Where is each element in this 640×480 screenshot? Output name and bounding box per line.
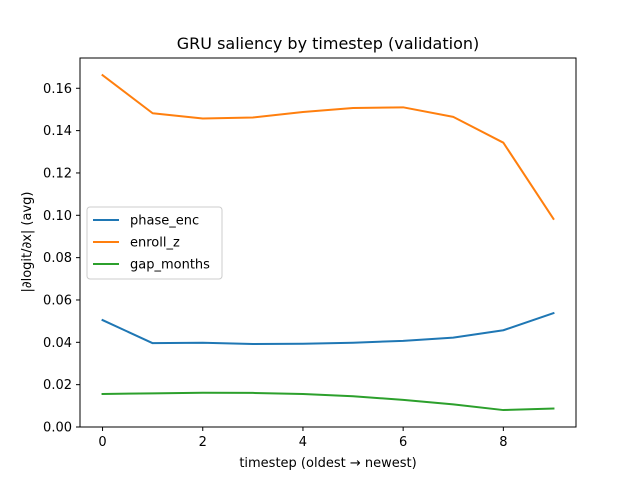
y-tick-label: 0.04 [43, 336, 72, 351]
x-tick-label: 2 [199, 435, 207, 450]
x-tick-label: 8 [499, 435, 507, 450]
x-axis-title: timestep (oldest → newest) [239, 456, 416, 471]
legend-label-gap_months: gap_months [130, 258, 210, 273]
legend: phase_enc enroll_z gap_months [86, 206, 223, 280]
series-group [101, 73, 555, 412]
series-line-gap_months [101, 391, 555, 412]
x-tick-label: 4 [299, 435, 307, 450]
y-tick-label: 0.12 [43, 166, 72, 181]
x-tick-label: 0 [98, 435, 106, 450]
plot-frame [79, 57, 577, 428]
legend-box [86, 206, 223, 280]
y-tick-label: 0.06 [43, 293, 72, 308]
x-tick-label: 6 [399, 435, 407, 450]
y-tick-label: 0.16 [43, 82, 72, 97]
x-axis-ticks: 0 2 4 6 8 [98, 427, 507, 450]
y-axis-ticks: 0.00 0.02 0.04 0.06 0.08 0.10 0.12 0.14 0.16 [43, 82, 80, 436]
y-tick-label: 0.14 [43, 124, 72, 139]
y-tick-label: 0.02 [43, 378, 72, 393]
legend-label-phase_enc: phase_enc [130, 214, 199, 229]
series-line-enroll_z [101, 73, 555, 221]
y-tick-label: 0.00 [43, 421, 72, 436]
y-axis-title: |∂logit/∂x| (avg) [20, 192, 35, 293]
chart-title: GRU saliency by timestep (validation) [177, 34, 480, 53]
y-tick-label: 0.10 [43, 209, 72, 224]
y-tick-label: 0.08 [43, 251, 72, 266]
legend-label-enroll_z: enroll_z [130, 236, 180, 251]
series-line-phase_enc [101, 311, 555, 346]
